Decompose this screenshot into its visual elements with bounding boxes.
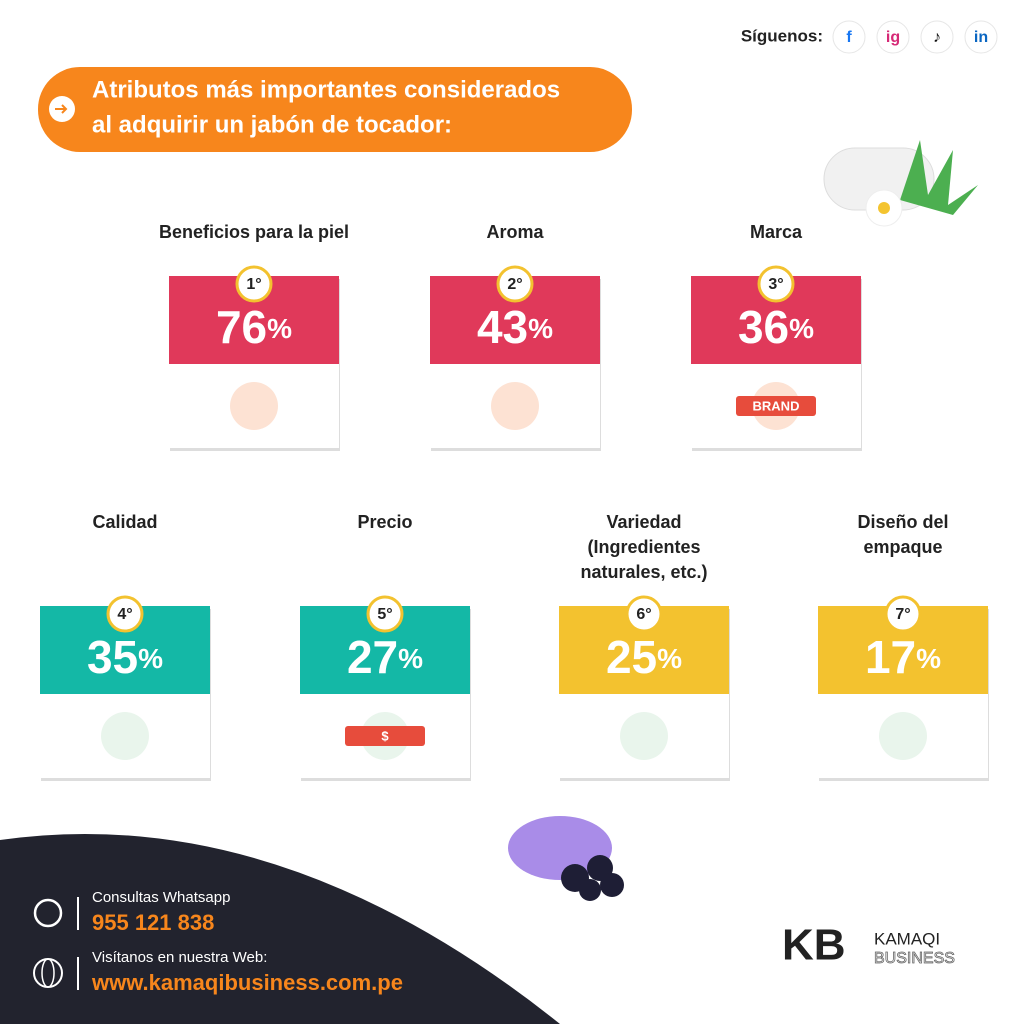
- percentage: 43%: [477, 301, 553, 353]
- rank: 4°: [117, 606, 132, 623]
- percentage: 25%: [606, 631, 682, 683]
- icon-ribbon: [345, 726, 425, 746]
- percentage: 27%: [347, 631, 423, 683]
- percentage: 36%: [738, 301, 814, 353]
- title-arrow: [55, 104, 68, 114]
- percentage-unit: %: [138, 643, 163, 674]
- rank: 2°: [507, 276, 522, 293]
- footer-background: [0, 833, 560, 1024]
- title-line: al adquirir un jabón de tocador:: [92, 111, 452, 138]
- purple-soap-image: [508, 816, 612, 880]
- attribute-icon: [230, 382, 278, 430]
- percentage-unit: %: [267, 313, 292, 344]
- social-button[interactable]: [876, 20, 910, 54]
- rank-badge: [625, 595, 663, 633]
- title-line: Atributos más importantes considerados: [92, 76, 560, 103]
- title-banner: [38, 67, 632, 152]
- whatsapp-label: Consultas Whatsapp: [92, 889, 230, 906]
- social-button[interactable]: [920, 20, 954, 54]
- rank-badge: [235, 265, 273, 303]
- card-label: Aroma: [486, 222, 544, 242]
- rank-badge: [757, 265, 795, 303]
- follow-label: Síguenos:: [741, 26, 823, 45]
- rank: 5°: [377, 606, 392, 623]
- attribute-icon: [620, 712, 668, 760]
- percentage-value: 35: [87, 631, 138, 683]
- rank-badge: [366, 595, 404, 633]
- percentage-value: 36: [738, 301, 789, 353]
- whatsapp-icon: [33, 898, 63, 928]
- percentage: 76%: [216, 301, 292, 353]
- social-icons: f ig ♪ in: [832, 20, 998, 54]
- percentage-value: 76: [216, 301, 267, 353]
- social-icon[interactable]: ig: [886, 29, 900, 46]
- percentage-value: 27: [347, 631, 398, 683]
- aloe-image: [900, 140, 978, 215]
- rank-badge: [496, 265, 534, 303]
- percentage-unit: %: [657, 643, 682, 674]
- brand-initials: KB: [782, 921, 846, 970]
- icon-text: BRAND: [753, 398, 800, 413]
- web-icon-meridian: [41, 958, 55, 988]
- card-label: naturales, etc.): [580, 562, 707, 582]
- card-label: Diseño del: [857, 512, 948, 532]
- rank-badge: [106, 595, 144, 633]
- icon-text: $: [381, 728, 389, 743]
- card-label: Beneficios para la piel: [159, 222, 349, 242]
- social-icon[interactable]: in: [974, 29, 988, 46]
- percentage-unit: %: [916, 643, 941, 674]
- social-button[interactable]: [964, 20, 998, 54]
- card-label: Variedad: [606, 512, 681, 532]
- cards: Beneficios para la piel 1° 76% Aroma 2° 43% Ma…: [40, 222, 989, 781]
- card-label: Calidad: [92, 512, 157, 532]
- percentage-value: 17: [865, 631, 916, 683]
- rank: 6°: [636, 606, 651, 623]
- berries-image: [561, 855, 624, 901]
- percentage-value: 43: [477, 301, 528, 353]
- percentage-unit: %: [528, 313, 553, 344]
- percentage-unit: %: [789, 313, 814, 344]
- brand-sub: BUSINESS: [874, 950, 955, 967]
- percentage-unit: %: [398, 643, 423, 674]
- card-label: empaque: [863, 537, 942, 557]
- rank: 7°: [895, 606, 910, 623]
- card-label: Marca: [750, 222, 803, 242]
- flower-center: [878, 202, 890, 214]
- attribute-icon: [491, 382, 539, 430]
- rank: 1°: [246, 276, 261, 293]
- attribute-icon: [879, 712, 927, 760]
- web-label: Visítanos en nuestra Web:: [92, 949, 267, 966]
- percentage: 35%: [87, 631, 163, 683]
- social-icon[interactable]: ♪: [933, 29, 941, 46]
- attribute-icon: [101, 712, 149, 760]
- percentage: 17%: [865, 631, 941, 683]
- icon-ribbon: [736, 396, 816, 416]
- percentage-value: 25: [606, 631, 657, 683]
- social-icon[interactable]: f: [846, 29, 852, 46]
- brand-name: KAMAQI: [874, 929, 940, 948]
- card-label: (Ingredientes: [587, 537, 700, 557]
- rank: 3°: [768, 276, 783, 293]
- social-button[interactable]: [832, 20, 866, 54]
- card-label: Precio: [357, 512, 412, 532]
- rank-badge: [884, 595, 922, 633]
- web-url[interactable]: www.kamaqibusiness.com.pe: [91, 970, 403, 995]
- whatsapp-number[interactable]: 955 121 838: [92, 910, 214, 935]
